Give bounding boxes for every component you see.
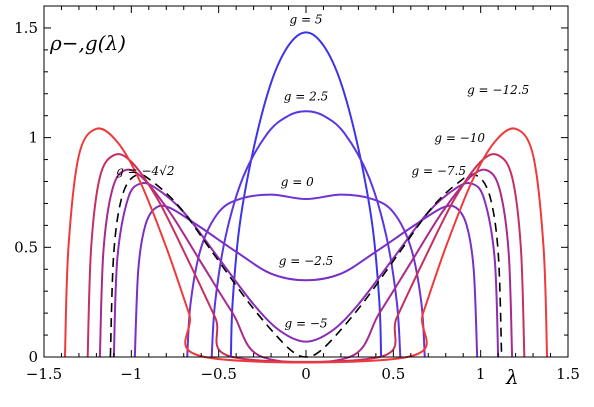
x-tick-label: −1: [120, 365, 142, 383]
series-label: g = −2.5: [279, 254, 334, 268]
series-label: g = −4√2: [116, 164, 174, 178]
y-tick-label: 1: [28, 129, 38, 147]
y-tick-label: 1.5: [14, 19, 38, 37]
series-line: [133, 204, 479, 358]
tick-labels-group: −1.5 −1 −0.5 0 0.5 1 1.5 0 0.5 1 1.5: [14, 19, 580, 383]
series-label: g = 2.5: [284, 89, 328, 103]
series-line: [186, 193, 426, 358]
x-tick-label: 0: [301, 365, 311, 383]
series-line: [210, 110, 402, 358]
y-tick-label: 0: [28, 348, 38, 366]
x-tick-label: 1.5: [556, 365, 580, 383]
x-tick-label: −1.5: [26, 365, 62, 383]
x-tick-label: −0.5: [200, 365, 236, 383]
series-line: [112, 181, 500, 358]
ticks-group: [43, 5, 569, 358]
x-axis-label: λ: [505, 365, 519, 389]
x-tick-label: 1: [476, 365, 486, 383]
series-label: g = −10: [434, 131, 485, 145]
curve-labels-group: g = 5 g = 2.5 g = 0 g = −2.5 g = −5 g = −4√2 g…: [116, 13, 529, 331]
series-label: g = −5: [284, 316, 327, 330]
x-tick-label: 0.5: [381, 365, 405, 383]
series-label: g = −7.5: [411, 164, 466, 178]
y-tick-label: 0.5: [14, 238, 38, 256]
series-label: g = 5: [290, 13, 323, 27]
y-axis-label: ρ−,g(λ): [49, 31, 126, 55]
series-label: g = 0: [281, 175, 314, 189]
series-label: g = −12.5: [467, 83, 529, 97]
series-line: [63, 127, 549, 364]
series-line: [229, 31, 383, 358]
